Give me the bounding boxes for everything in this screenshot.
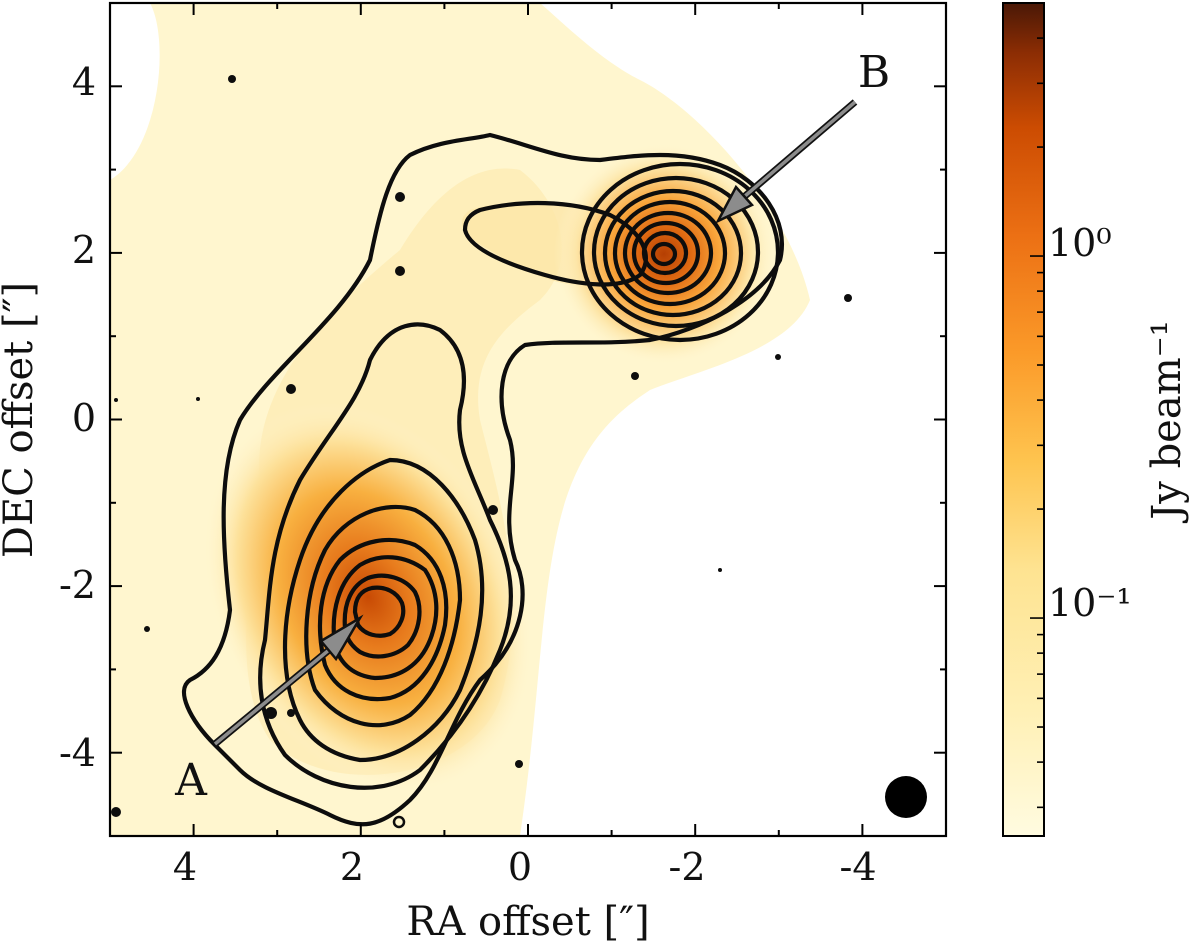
source-b-emission [554,144,774,364]
colorbar-tick-label: 10⁰ [1048,221,1112,265]
contour-b-6 [631,220,701,286]
source-label-a: A [174,755,208,806]
x-tick-label: 4 [173,845,197,889]
y-tick-label: 0 [72,396,96,440]
colorbar-tick-label: 10⁻¹ [1048,581,1132,625]
y-tick-label: 4 [72,60,96,104]
arrows [212,99,858,747]
y-tick-labels: 4 2 0 -2 -4 [59,60,96,775]
y-tick-label: 2 [72,228,96,272]
contour-a-7 [352,585,406,638]
contour-b-7 [641,230,689,276]
noise-blobs [111,75,852,817]
contour-a-4 [317,537,449,702]
contour-a-2 [282,457,485,763]
contour-lines [111,75,852,829]
colorbar-ticks [1030,2,1044,809]
y-tick-label: -4 [59,731,96,775]
contour-b-8 [650,241,678,267]
contour-a-3 [304,504,463,728]
contour-a-5 [331,555,439,681]
contour-b-5 [622,210,714,296]
x-tick-labels: 4 2 0 -2 -4 [173,845,877,889]
x-tick-label: -4 [839,845,876,889]
source-a-emission [204,402,532,792]
y-axis-ticks [110,2,946,837]
contour-a-1 [258,322,513,790]
contour-b-3 [602,188,744,318]
arrow-a [212,614,364,747]
contour-outer [181,132,784,827]
contour-b-2 [591,175,761,329]
arrow-b [715,99,858,224]
noise-ring [392,815,406,829]
colorbar-title: Jy beam⁻¹ [1144,320,1190,524]
colorbar-gradient [1002,2,1045,837]
x-tick-label: -2 [668,845,705,889]
source-label-b: B [858,47,890,98]
beam-ellipse [885,776,927,818]
y-axis-title: DEC offset [″] [0,282,42,558]
contour-a-6 [342,573,422,659]
y-tick-label: -2 [59,563,96,607]
x-tick-label: 2 [340,845,364,889]
colorbar: 10⁰ 10⁻¹ Jy beam⁻¹ [1002,2,1190,837]
x-tick-label: 0 [508,845,532,889]
contour-b-4 [612,199,728,307]
contour-b-1 [579,161,781,343]
x-axis-title: RA offset [″] [406,899,649,945]
